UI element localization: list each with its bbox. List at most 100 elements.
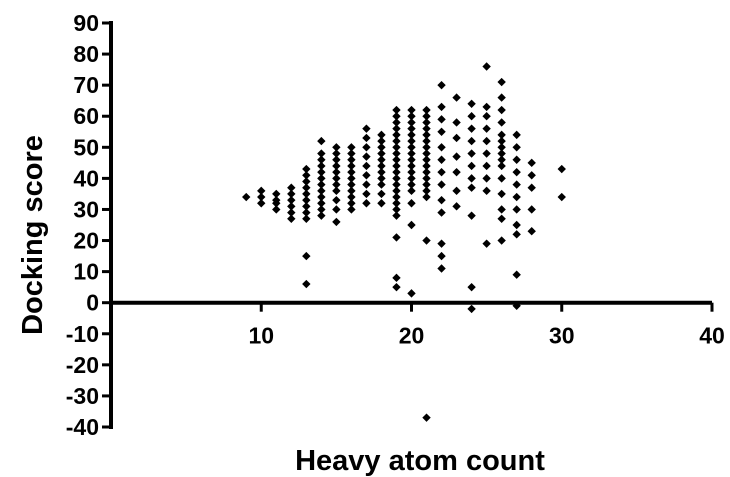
- data-point: [347, 174, 356, 183]
- data-point: [302, 195, 311, 205]
- data-point: [392, 118, 401, 127]
- data-point: [347, 149, 356, 158]
- data-point: [287, 208, 296, 217]
- data-point: [527, 227, 536, 236]
- data-point: [287, 214, 296, 223]
- data-point: [467, 282, 476, 292]
- y-axis: 90 80 70 60 50 40 30 20 10 0 -10 -20 -30 -40: [66, 10, 113, 440]
- data-point: [347, 180, 356, 189]
- data-point: [422, 161, 431, 171]
- data-point: [482, 186, 491, 196]
- data-point: [302, 279, 311, 289]
- data-point: [407, 220, 416, 230]
- y-tick-label: 40: [73, 165, 99, 191]
- data-point: [392, 161, 401, 171]
- data-point: [467, 136, 476, 146]
- data-point: [302, 183, 311, 192]
- data-point: [407, 174, 416, 183]
- data-point: [422, 167, 431, 177]
- data-point: [422, 105, 431, 115]
- data-point: [317, 167, 326, 177]
- data-point: [482, 124, 491, 133]
- data-point: [332, 174, 341, 183]
- data-point: [377, 130, 386, 140]
- data-point: [422, 130, 431, 140]
- data-point: [437, 143, 446, 152]
- data-point: [437, 239, 446, 248]
- data-point: [332, 143, 341, 152]
- data-point: [512, 301, 521, 310]
- x-tick-label: 30: [549, 323, 575, 349]
- data-point: [437, 127, 446, 136]
- data-point: [407, 143, 416, 152]
- data-point: [347, 199, 356, 208]
- data-point: [392, 149, 401, 158]
- data-point: [332, 186, 341, 196]
- data-point: [497, 149, 506, 158]
- data-point: [362, 199, 371, 208]
- data-point: [407, 180, 416, 189]
- data-point: [557, 192, 566, 202]
- y-tick-label: 70: [73, 72, 99, 98]
- data-point: [407, 112, 416, 121]
- data-point: [377, 167, 386, 177]
- data-point: [362, 152, 371, 161]
- data-point: [482, 136, 491, 146]
- data-point: [497, 161, 506, 171]
- data-point: [512, 143, 521, 152]
- data-point: [497, 143, 506, 152]
- y-tick-label: -20: [66, 352, 99, 378]
- data-point: [422, 186, 431, 196]
- x-axis-title: Heavy atom count: [295, 445, 545, 477]
- data-point: [317, 186, 326, 196]
- data-point: [512, 167, 521, 177]
- data-point: [452, 93, 461, 102]
- data-point: [407, 124, 416, 133]
- data-point: [422, 124, 431, 133]
- data-point: [392, 192, 401, 202]
- data-point: [347, 167, 356, 177]
- data-point: [317, 136, 326, 146]
- data-point: [377, 189, 386, 199]
- data-point: [302, 202, 311, 211]
- data-point: [392, 105, 401, 115]
- data-point: [437, 155, 446, 164]
- y-tick-label: 30: [73, 196, 99, 222]
- data-point: [272, 205, 281, 214]
- data-point: [422, 143, 431, 152]
- data-point: [332, 180, 341, 189]
- x-axis: 10 20 30 40: [111, 300, 725, 349]
- data-point: [482, 62, 491, 71]
- data-point: [422, 155, 431, 164]
- data-point: [302, 208, 311, 217]
- data-point: [497, 105, 506, 115]
- y-tick-label: 50: [73, 134, 99, 160]
- data-point: [437, 251, 446, 261]
- data-point: [332, 205, 341, 214]
- data-point: [302, 189, 311, 199]
- data-point: [332, 167, 341, 177]
- data-point: [392, 174, 401, 183]
- y-tick-label: -40: [66, 414, 99, 440]
- data-point: [332, 161, 341, 171]
- data-point: [452, 118, 461, 127]
- data-point: [392, 155, 401, 164]
- data-point: [437, 102, 446, 112]
- data-point: [392, 180, 401, 189]
- data-point: [437, 180, 446, 189]
- data-point: [437, 264, 446, 273]
- data-point: [422, 112, 431, 121]
- data-point: [392, 167, 401, 177]
- data-point: [512, 270, 521, 279]
- data-point: [362, 161, 371, 171]
- data-point: [482, 149, 491, 158]
- data-point: [377, 155, 386, 164]
- data-point: [257, 199, 266, 208]
- data-point: [467, 211, 476, 220]
- data-point: [272, 195, 281, 205]
- data-point: [392, 136, 401, 146]
- data-point: [242, 192, 251, 202]
- data-point: [437, 167, 446, 177]
- data-point: [302, 164, 311, 174]
